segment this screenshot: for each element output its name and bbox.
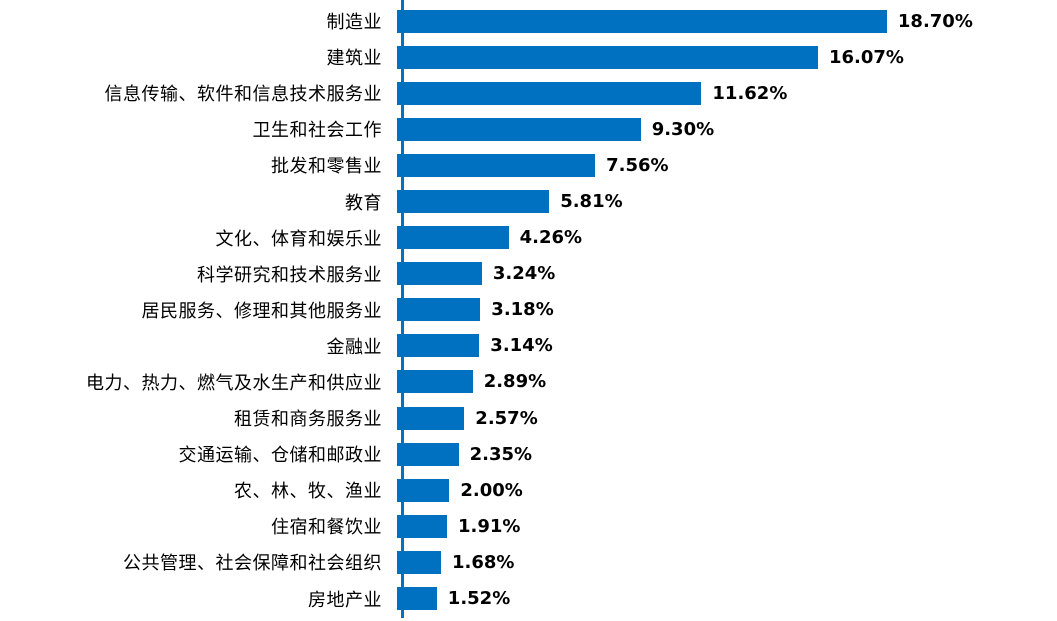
chart-row: 教育 5.81%	[0, 183, 1057, 219]
value-label: 9.30%	[651, 118, 715, 140]
chart-row: 卫生和社会工作 9.30%	[0, 111, 1057, 147]
chart-row: 农、林、牧、渔业 2.00%	[0, 472, 1057, 508]
bar-area: 1.68%	[392, 544, 514, 580]
value-label: 2.89%	[483, 371, 547, 393]
bar	[397, 81, 702, 105]
value-label: 2.57%	[475, 407, 538, 429]
bar-area: 5.81%	[392, 183, 623, 219]
category-label: 住宿和餐饮业	[271, 517, 382, 539]
bar	[397, 153, 596, 177]
value-label: 16.07%	[829, 46, 904, 68]
category-label: 公共管理、社会保障和社会组织	[123, 553, 382, 575]
bar-area: 2.35%	[392, 436, 532, 472]
bar	[397, 298, 481, 322]
chart-row: 金融业 3.14%	[0, 328, 1057, 364]
value-label: 1.52%	[447, 588, 511, 610]
category-label: 信息传输、软件和信息技术服务业	[104, 84, 382, 106]
chart-row: 批发和零售业 7.56%	[0, 147, 1057, 183]
category-label: 教育	[345, 192, 382, 214]
value-label: 2.00%	[460, 479, 523, 501]
bar-area: 18.70%	[392, 3, 973, 39]
chart-row: 交通运输、仓储和邮政业 2.35%	[0, 436, 1057, 472]
bar	[397, 45, 818, 69]
bar-area: 16.07%	[392, 39, 904, 75]
bar-area: 1.91%	[392, 508, 520, 544]
value-label: 1.68%	[452, 551, 515, 573]
value-label: 3.18%	[491, 299, 554, 321]
bar	[397, 478, 450, 502]
bar	[397, 370, 473, 394]
chart-row: 科学研究和技术服务业 3.24%	[0, 256, 1057, 292]
category-label: 批发和零售业	[271, 156, 382, 178]
bar-area: 9.30%	[392, 111, 714, 147]
category-label: 交通运输、仓储和邮政业	[178, 445, 382, 467]
chart-row: 建筑业 16.07%	[0, 39, 1057, 75]
bar-area: 2.89%	[392, 364, 546, 400]
bar	[397, 190, 550, 214]
value-label: 18.70%	[897, 10, 973, 32]
category-label: 租赁和商务服务业	[234, 409, 382, 431]
value-label: 5.81%	[560, 191, 623, 213]
chart-row: 居民服务、修理和其他服务业 3.18%	[0, 292, 1057, 328]
bar-area: 11.62%	[392, 75, 787, 111]
bar	[397, 117, 641, 141]
chart-row: 房地产业 1.52%	[0, 581, 1057, 617]
value-label: 3.14%	[490, 335, 553, 357]
bar	[397, 226, 509, 250]
bar	[397, 334, 480, 358]
value-label: 2.35%	[469, 443, 533, 465]
bar-area: 4.26%	[392, 220, 582, 256]
value-label: 3.24%	[492, 263, 556, 285]
bar-area: 2.00%	[392, 472, 523, 508]
bar	[397, 9, 887, 33]
chart-row: 住宿和餐饮业 1.91%	[0, 508, 1057, 544]
bar	[397, 514, 447, 538]
bar	[397, 262, 482, 286]
bar	[397, 406, 465, 430]
value-label: 11.62%	[712, 82, 788, 104]
category-label: 科学研究和技术服务业	[197, 264, 382, 286]
category-label: 卫生和社会工作	[252, 120, 382, 142]
bar	[397, 550, 441, 574]
chart-row: 制造业 18.70%	[0, 3, 1057, 39]
chart-row: 文化、体育和娱乐业 4.26%	[0, 220, 1057, 256]
bar	[397, 442, 459, 466]
value-label: 4.26%	[519, 227, 583, 249]
value-label: 1.91%	[458, 515, 521, 537]
category-label: 建筑业	[326, 48, 382, 70]
bar-area: 2.57%	[392, 400, 538, 436]
bar-area: 3.24%	[392, 256, 555, 292]
category-label: 居民服务、修理和其他服务业	[141, 300, 382, 322]
chart-row: 电力、热力、燃气及水生产和供应业 2.89%	[0, 364, 1057, 400]
bar-area: 3.14%	[392, 328, 553, 364]
category-label: 电力、热力、燃气及水生产和供应业	[86, 372, 382, 394]
chart-row: 信息传输、软件和信息技术服务业 11.62%	[0, 75, 1057, 111]
bar-area: 3.18%	[392, 292, 554, 328]
chart-row: 租赁和商务服务业 2.57%	[0, 400, 1057, 436]
category-label: 房地产业	[308, 589, 382, 611]
chart-rows: 制造业 18.70% 建筑业 16.07% 信息传输、软件和信息技术服务业 11.62% 卫…	[0, 3, 1057, 617]
category-label: 农、林、牧、渔业	[234, 481, 382, 503]
bar-area: 7.56%	[392, 147, 669, 183]
category-label: 制造业	[326, 12, 382, 34]
value-label: 7.56%	[606, 154, 669, 176]
bar-area: 1.52%	[392, 581, 510, 617]
category-label: 文化、体育和娱乐业	[215, 228, 382, 250]
category-label: 金融业	[326, 336, 382, 358]
bar	[397, 587, 437, 611]
chart-row: 公共管理、社会保障和社会组织 1.68%	[0, 544, 1057, 580]
